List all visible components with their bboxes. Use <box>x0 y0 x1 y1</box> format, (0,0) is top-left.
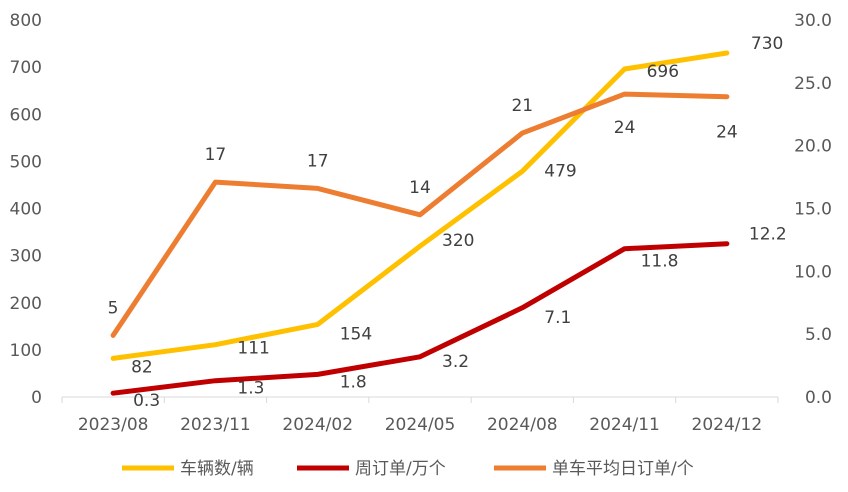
x-tick-label: 2024/12 <box>692 415 763 435</box>
y-right-tick-label: 25.0 <box>794 74 832 94</box>
x-tick-label: 2024/08 <box>487 415 558 435</box>
data-label: 17 <box>307 151 329 171</box>
data-label: 1.8 <box>340 372 367 392</box>
y-left-tick-label: 100 <box>10 341 42 361</box>
data-label: 320 <box>442 231 474 251</box>
data-label: 696 <box>647 62 679 82</box>
data-label: 24 <box>716 123 738 143</box>
data-label: 14 <box>409 178 431 198</box>
data-label: 730 <box>751 34 783 54</box>
x-tick-label: 2024/11 <box>589 415 660 435</box>
data-labels: 82 111 154 320 479 696 730 0.3 1.3 1.8 3.2 7.1 11.8 1… <box>108 34 787 411</box>
legend-label: 车辆数/辆 <box>180 459 254 479</box>
series-line-0 <box>110 50 730 361</box>
x-tick-label: 2024/05 <box>385 415 456 435</box>
y-left-tick-label: 800 <box>10 11 42 31</box>
data-label: 5 <box>108 298 119 318</box>
y-left-tick-label: 400 <box>10 200 42 220</box>
x-tick-label: 2023/11 <box>180 415 251 435</box>
data-label: 12.2 <box>749 225 787 245</box>
y-left-tick-label: 300 <box>10 247 42 267</box>
data-label: 21 <box>511 96 533 116</box>
data-label: 154 <box>340 324 372 344</box>
y-left-tick-label: 700 <box>10 58 42 78</box>
legend-label: 单车平均日订单/个 <box>552 459 694 479</box>
y-right-tick-label: 20.0 <box>794 137 832 157</box>
series-line-2 <box>110 91 730 338</box>
series-layer <box>110 50 730 396</box>
data-label: 7.1 <box>544 308 571 328</box>
x-tick-label: 2023/08 <box>78 415 149 435</box>
data-label: 24 <box>614 118 636 138</box>
series-line-1 <box>110 241 730 396</box>
data-label: 0.3 <box>133 391 160 411</box>
data-label: 17 <box>205 145 227 165</box>
legend: 车辆数/辆 周订单/万个 单车平均日订单/个 <box>122 459 694 479</box>
data-label: 1.3 <box>237 379 264 399</box>
axes: 2023/08 2023/11 2024/02 2024/05 2024/08 2024/… <box>10 11 832 435</box>
data-label: 479 <box>544 161 576 181</box>
y-right-tick-label: 10.0 <box>794 262 832 282</box>
data-label: 11.8 <box>641 252 679 272</box>
y-right-tick-label: 30.0 <box>794 11 832 31</box>
y-right-tick-label: 15.0 <box>794 200 832 220</box>
y-right-tick-label: 5.0 <box>805 325 832 345</box>
x-tick-label: 2024/02 <box>282 415 353 435</box>
y-left-tick-label: 200 <box>10 294 42 314</box>
y-left-tick-label: 0 <box>31 388 42 408</box>
data-label: 82 <box>131 357 153 377</box>
data-label: 111 <box>237 339 269 359</box>
data-label: 3.2 <box>442 352 469 372</box>
y-left-tick-label: 500 <box>10 152 42 172</box>
legend-label: 周订单/万个 <box>355 459 446 479</box>
y-right-tick-label: 0.0 <box>805 388 832 408</box>
y-left-tick-label: 600 <box>10 105 42 125</box>
